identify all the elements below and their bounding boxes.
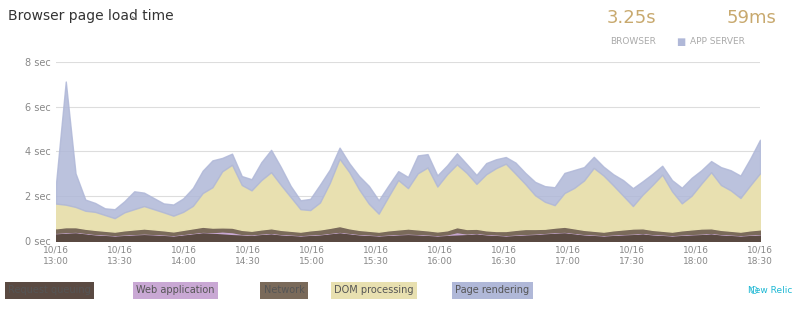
- Text: DOM processing: DOM processing: [334, 286, 414, 295]
- Text: 59ms: 59ms: [726, 9, 776, 27]
- Text: Web application: Web application: [136, 286, 214, 295]
- Text: Browser page load time: Browser page load time: [8, 9, 174, 23]
- Text: Page rendering: Page rendering: [455, 286, 530, 295]
- Text: ■: ■: [676, 37, 686, 47]
- Text: APP SERVER: APP SERVER: [690, 37, 745, 46]
- Text: 3.25s: 3.25s: [606, 9, 656, 27]
- Text: New Relic: New Relic: [748, 286, 792, 295]
- Text: Network: Network: [264, 286, 305, 295]
- Text: ○: ○: [750, 286, 758, 295]
- Text: BROWSER: BROWSER: [610, 37, 656, 46]
- Text: Request queuing: Request queuing: [8, 286, 90, 295]
- Text: ⌄: ⌄: [128, 9, 138, 22]
